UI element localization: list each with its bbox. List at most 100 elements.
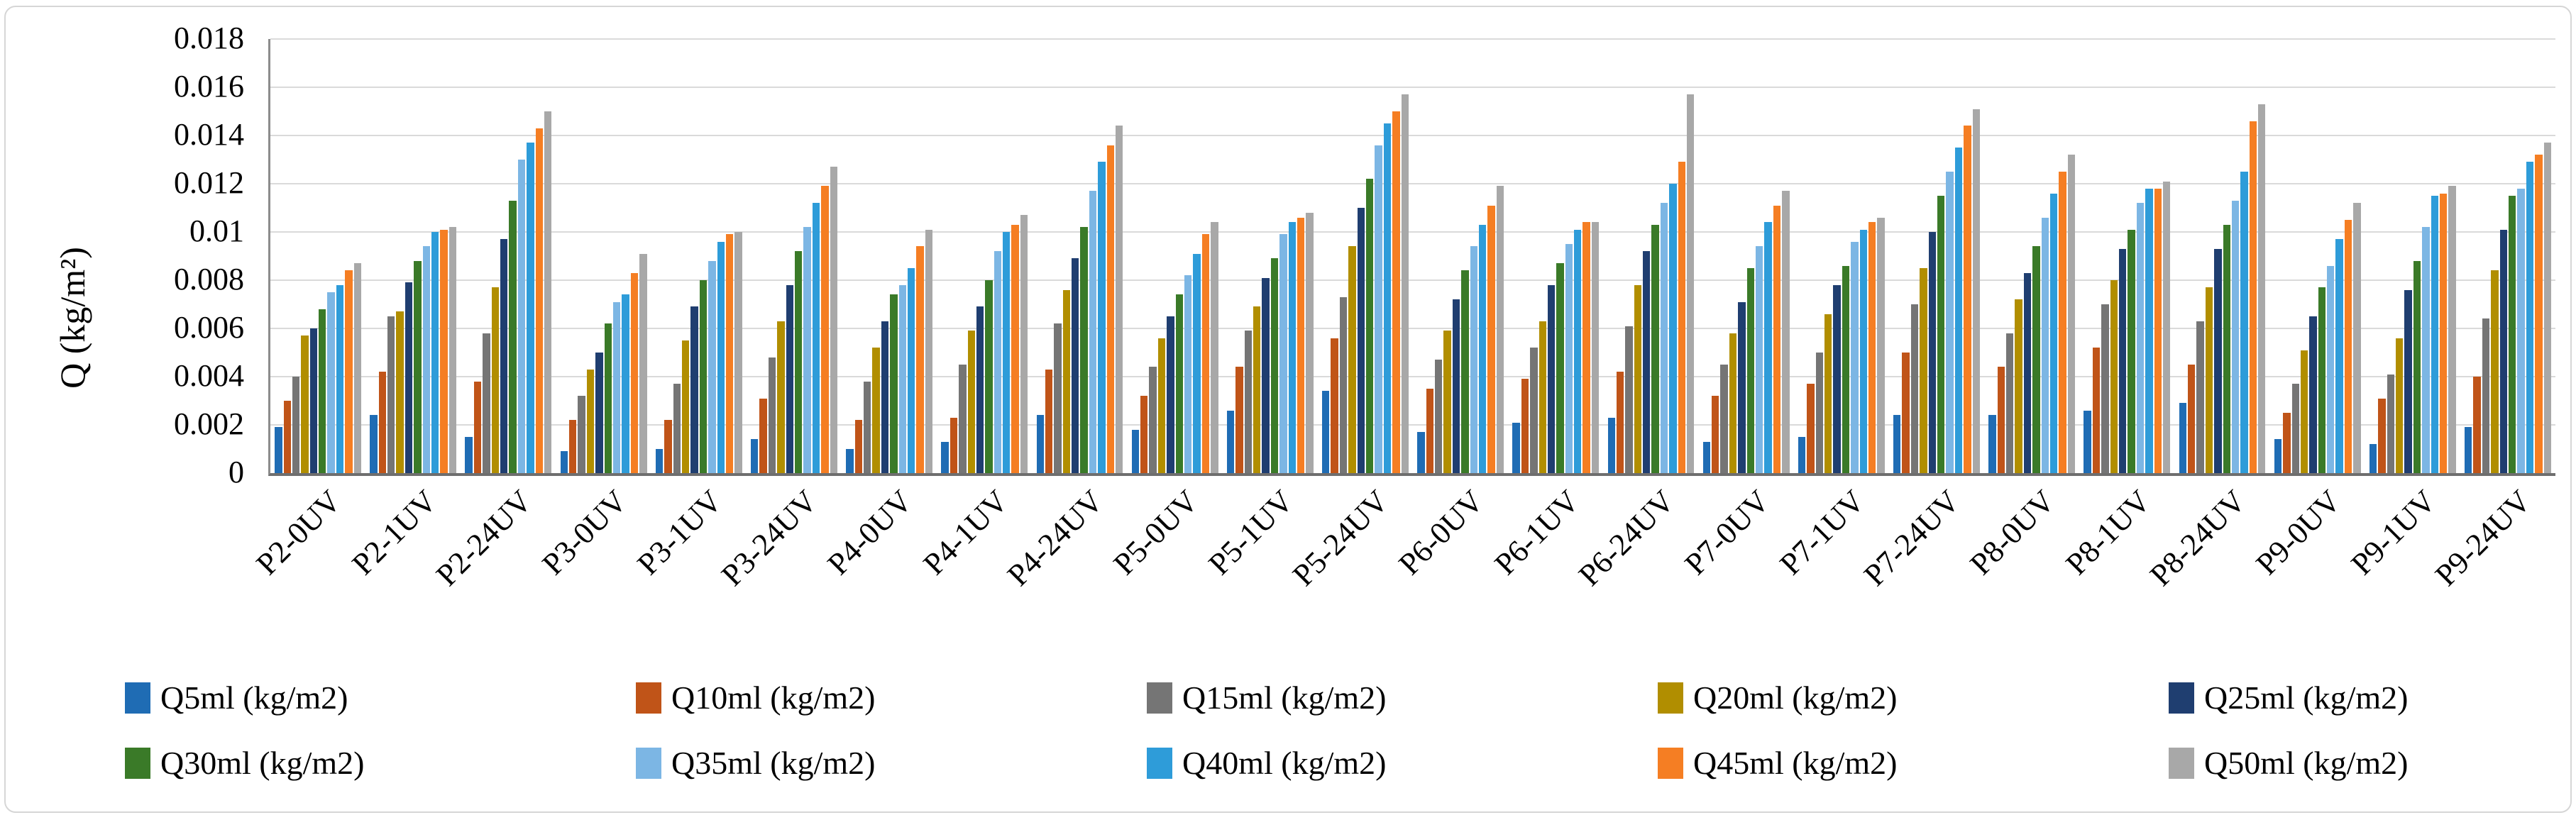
- bar-Q20ml-P3-0UV: [586, 369, 595, 473]
- bar-group-P8-24UV: [2174, 39, 2269, 473]
- bar-Q50ml-P7-24UV: [1972, 109, 1980, 473]
- bar-Q45ml-P6-24UV: [1678, 162, 1686, 473]
- legend-item-Q10ml: Q10ml (kg/m2): [636, 678, 875, 718]
- x-label-P7-1UV: P7-1UV: [1773, 483, 1871, 582]
- bar-Q45ml-P7-1UV: [1868, 222, 1876, 473]
- x-label-P7-24UV: P7-24UV: [1857, 483, 1967, 593]
- bar-Q10ml-P4-24UV: [1045, 369, 1053, 473]
- bar-Q45ml-P4-24UV: [1106, 145, 1115, 473]
- y-tick-label: 0.01: [189, 214, 244, 248]
- bar-Q20ml-P9-1UV: [2396, 338, 2404, 473]
- bar-Q15ml-P2-24UV: [483, 333, 490, 473]
- bar-Q25ml-P8-24UV: [2214, 248, 2222, 473]
- bar-Q50ml-P2-24UV: [544, 111, 552, 473]
- bar-Q25ml-P8-1UV: [2118, 248, 2127, 473]
- bar-Q45ml-P5-0UV: [1201, 234, 1210, 473]
- bar-Q15ml-P7-1UV: [1815, 353, 1824, 473]
- bar-Q10ml-P2-24UV: [473, 381, 482, 473]
- bar-Q20ml-P9-0UV: [2300, 350, 2308, 473]
- bar-Q5ml-P2-0UV: [275, 427, 282, 473]
- bar-Q45ml-P3-0UV: [630, 272, 639, 473]
- bar-Q15ml-P6-24UV: [1625, 326, 1633, 473]
- legend-label: Q40ml (kg/m2): [1182, 745, 1387, 781]
- bar-Q50ml-P8-0UV: [2067, 155, 2076, 473]
- bar-Q50ml-P3-24UV: [830, 167, 837, 473]
- bar-Q50ml-P4-1UV: [1020, 215, 1028, 473]
- bar-Q10ml-P7-0UV: [1712, 396, 1719, 473]
- bar-Q5ml-P3-0UV: [560, 451, 568, 473]
- bar-Q15ml-P8-24UV: [2196, 321, 2204, 473]
- bar-Q25ml-P9-24UV: [2499, 229, 2508, 473]
- bar-Q45ml-P2-24UV: [535, 128, 543, 473]
- bar-Q5ml-P6-1UV: [1512, 422, 1520, 473]
- bar-Q10ml-P2-0UV: [283, 401, 291, 473]
- bar-Q35ml-P4-1UV: [993, 251, 1002, 473]
- bar-Q35ml-P3-0UV: [612, 301, 621, 473]
- bar-Q40ml-P8-24UV: [2240, 172, 2248, 473]
- gridline: [270, 328, 2555, 329]
- bar-Q20ml-P4-1UV: [967, 331, 975, 473]
- bar-Q5ml-P6-0UV: [1417, 432, 1425, 473]
- bar-group-P7-0UV: [1699, 39, 1794, 473]
- x-label-P9-24UV: P9-24UV: [2428, 483, 2538, 593]
- bar-Q50ml-P4-24UV: [1116, 126, 1123, 473]
- bar-Q15ml-P3-1UV: [673, 384, 681, 473]
- bar-group-P6-0UV: [1413, 39, 1508, 473]
- bar-Q45ml-P5-24UV: [1392, 111, 1400, 473]
- bar-Q50ml-P3-1UV: [734, 232, 742, 473]
- x-label-P6-1UV: P6-1UV: [1487, 483, 1586, 582]
- bar-Q25ml-P4-1UV: [976, 306, 984, 473]
- bar-Q50ml-P5-1UV: [1306, 212, 1314, 473]
- y-tick-label: 0.006: [174, 310, 244, 345]
- bar-Q50ml-P4-0UV: [925, 229, 933, 473]
- bar-Q10ml-P8-1UV: [2092, 348, 2101, 473]
- bar-Q5ml-P3-1UV: [655, 449, 664, 473]
- y-tick-label: 0.002: [174, 406, 244, 441]
- bar-Q20ml-P5-0UV: [1157, 338, 1166, 473]
- bar-group-P5-1UV: [1223, 39, 1318, 473]
- bar-Q40ml-P9-0UV: [2335, 239, 2343, 473]
- bar-Q35ml-P7-24UV: [1946, 172, 1954, 473]
- bar-Q35ml-P6-1UV: [1565, 244, 1573, 473]
- bar-Q25ml-P8-0UV: [2023, 272, 2032, 473]
- bar-group-P7-1UV: [1794, 39, 1889, 473]
- bar-Q45ml-P6-1UV: [1583, 222, 1590, 473]
- x-label-P6-0UV: P6-0UV: [1392, 483, 1491, 582]
- bar-Q35ml-P3-1UV: [708, 260, 716, 473]
- bar-Q30ml-P6-24UV: [1651, 224, 1659, 473]
- bar-Q40ml-P7-1UV: [1859, 229, 1867, 473]
- bar-Q10ml-P8-0UV: [1997, 367, 2005, 473]
- bar-Q30ml-P5-1UV: [1270, 258, 1279, 473]
- bar-Q30ml-P9-1UV: [2413, 260, 2421, 473]
- bar-Q45ml-P4-0UV: [916, 246, 924, 473]
- bar-Q35ml-P8-24UV: [2231, 200, 2240, 473]
- bar-Q10ml-P7-24UV: [1902, 353, 1910, 473]
- gridline: [270, 183, 2555, 184]
- bar-Q40ml-P7-0UV: [1764, 222, 1772, 473]
- bar-Q45ml-P8-24UV: [2249, 121, 2257, 473]
- bar-Q35ml-P2-1UV: [422, 246, 431, 473]
- bar-Q10ml-P3-1UV: [664, 420, 672, 473]
- bar-Q25ml-P6-1UV: [1547, 284, 1556, 473]
- bar-Q40ml-P3-24UV: [812, 203, 820, 473]
- bar-Q25ml-P3-1UV: [690, 306, 698, 473]
- bar-Q25ml-P9-0UV: [2309, 316, 2317, 473]
- gridline: [270, 231, 2555, 233]
- bar-Q40ml-P6-1UV: [1574, 229, 1582, 473]
- bar-Q20ml-P6-24UV: [1634, 284, 1642, 473]
- bar-group-P5-0UV: [1128, 39, 1223, 473]
- bar-Q50ml-P2-0UV: [353, 263, 362, 473]
- bar-Q45ml-P9-24UV: [2535, 155, 2543, 473]
- bar-group-P4-0UV: [842, 39, 937, 473]
- bar-Q25ml-P9-1UV: [2404, 289, 2412, 473]
- gridline: [270, 87, 2555, 88]
- bar-Q25ml-P2-0UV: [309, 328, 318, 473]
- bar-Q10ml-P7-1UV: [1807, 384, 1815, 473]
- bar-Q40ml-P8-0UV: [2049, 193, 2058, 473]
- bar-Q35ml-P6-0UV: [1470, 246, 1477, 473]
- bar-Q35ml-P4-24UV: [1089, 191, 1097, 473]
- bar-Q15ml-P4-0UV: [863, 381, 871, 473]
- bar-Q30ml-P4-0UV: [890, 294, 898, 473]
- legend-item-Q20ml: Q20ml (kg/m2): [1658, 678, 1897, 718]
- bar-group-P7-24UV: [1889, 39, 1984, 473]
